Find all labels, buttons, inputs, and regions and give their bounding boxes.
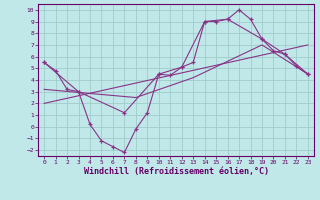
X-axis label: Windchill (Refroidissement éolien,°C): Windchill (Refroidissement éolien,°C) bbox=[84, 167, 268, 176]
